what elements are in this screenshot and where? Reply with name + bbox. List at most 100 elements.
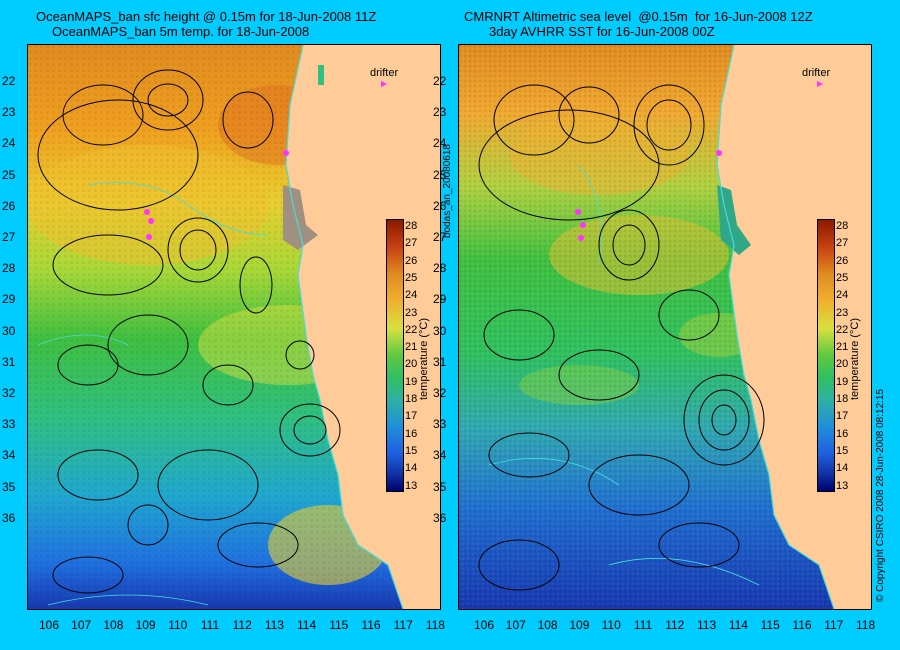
- middle-id-label: bodas_an_20080618: [442, 144, 453, 238]
- right-lon-label: 115: [760, 618, 780, 632]
- left-lon-label: 107: [71, 618, 92, 632]
- right-lat-label: 26: [433, 198, 447, 213]
- right-lat-label: 35: [433, 479, 447, 494]
- left-lat-label: 34: [2, 448, 16, 463]
- left-lat-label: 31: [2, 354, 16, 369]
- right-colorbar-tick: 14: [836, 462, 849, 475]
- right-lon-label: 110: [601, 618, 621, 632]
- left-temperature-map[interactable]: [27, 44, 441, 610]
- left-colorbar-tick: 24: [405, 289, 418, 302]
- left-colorbar-tick: 23: [405, 306, 418, 319]
- right-lat-label: 31: [433, 354, 447, 369]
- right-lon-label: 109: [569, 618, 590, 632]
- right-colorbar-tick: 15: [836, 444, 849, 457]
- right-colorbar: [817, 219, 835, 492]
- right-colorbar-tick: 18: [836, 393, 849, 405]
- left-colorbar-tick: 28: [405, 220, 418, 232]
- right-temperature-map[interactable]: [458, 44, 872, 610]
- right-title-line1: CMRNRT Altimetric sea level @0.15m for 1…: [464, 9, 813, 24]
- copyright-label: © Copyright CSIRO 2008 28-Jun-2008 08:12…: [875, 388, 886, 602]
- right-lat-label: 22: [433, 74, 447, 88]
- right-colorbar-tick: 25: [836, 271, 849, 284]
- left-lon-label: 117: [393, 618, 413, 632]
- right-lon-label: 118: [856, 618, 876, 632]
- left-lon-label: 111: [200, 618, 220, 632]
- left-title-line1: OceanMAPS_ban sfc height @ 0.15m for 18-…: [36, 9, 377, 24]
- left-colorbar-tick: 26: [405, 254, 418, 267]
- left-colorbar-tick: 27: [405, 237, 418, 250]
- right-lat-label: 28: [433, 261, 447, 276]
- left-colorbar-tick: 21: [405, 341, 418, 354]
- right-lon-label: 113: [697, 618, 717, 632]
- right-lon-label: 107: [505, 618, 526, 632]
- right-colorbar-tick: 13: [836, 479, 849, 492]
- right-colorbar-tick: 21: [836, 341, 849, 354]
- right-lat-label: 27: [433, 230, 447, 244]
- right-colorbar-tick: 23: [836, 306, 849, 319]
- right-colorbar-tick: 24: [836, 289, 849, 302]
- left-lon-label: 116: [361, 618, 381, 632]
- right-colorbar-title: temperature (°C): [849, 317, 861, 400]
- left-lat-label: 27: [2, 230, 16, 244]
- left-lat-label: 23: [2, 105, 16, 120]
- left-lat-label: 36: [2, 510, 16, 525]
- left-drifter-label: drifter: [370, 67, 399, 79]
- right-lon-label: 116: [792, 618, 812, 632]
- left-lat-label: 26: [2, 198, 16, 213]
- left-lat-label: 33: [2, 417, 16, 432]
- left-colorbar-tick: 22: [405, 323, 418, 336]
- left-lon-label: 113: [264, 618, 284, 632]
- right-lat-label: 25: [433, 167, 447, 182]
- left-colorbar-tick: 16: [405, 427, 418, 440]
- left-lat-label: 25: [2, 167, 16, 182]
- left-colorbar-title: temperature (°C): [418, 317, 430, 400]
- left-lon-label: 114: [297, 618, 317, 632]
- left-colorbar-tick: 19: [405, 375, 418, 388]
- right-lat-label: 34: [433, 448, 447, 463]
- left-lat-label: 32: [2, 386, 16, 400]
- left-lon-label: 112: [232, 618, 252, 632]
- right-colorbar-tick: 17: [836, 410, 849, 423]
- left-lon-label: 115: [329, 618, 349, 632]
- right-lon-label: 108: [537, 618, 558, 632]
- left-colorbar-tick: 17: [405, 410, 418, 423]
- left-lon-label: 108: [103, 618, 124, 632]
- left-lon-label: 109: [135, 618, 156, 632]
- right-colorbar-tick: 22: [836, 323, 849, 336]
- right-lat-label: 29: [433, 292, 447, 307]
- right-colorbar-tick: 28: [836, 220, 849, 232]
- right-lat-label: 36: [433, 510, 447, 525]
- right-lon-label: 117: [824, 618, 844, 632]
- right-lat-label: 30: [433, 323, 447, 338]
- right-colorbar-tick: 16: [836, 427, 849, 440]
- left-lon-label: 106: [38, 618, 60, 632]
- right-colorbar-tick: 20: [836, 358, 849, 371]
- left-colorbar-tick: 13: [405, 479, 418, 492]
- right-lon-label: 106: [473, 618, 495, 632]
- right-colorbar-tick: 27: [836, 237, 849, 250]
- right-lon-label: 111: [633, 618, 653, 632]
- right-lat-label: 23: [433, 105, 447, 120]
- left-colorbar-tick: 25: [405, 271, 418, 284]
- left-colorbar-tick: 20: [405, 358, 418, 371]
- left-lon-label: 118: [425, 618, 445, 632]
- right-colorbar-tick: 19: [836, 375, 849, 388]
- left-lat-label: 24: [2, 136, 16, 151]
- left-lat-label: 35: [2, 479, 16, 494]
- left-colorbar-tick: 18: [405, 393, 418, 405]
- left-colorbar: [386, 219, 404, 492]
- left-lon-label: 110: [168, 618, 188, 632]
- right-title-line2: 3day AVHRR SST for 16-Jun-2008 00Z: [489, 24, 715, 39]
- right-lon-label: 112: [665, 618, 685, 632]
- left-colorbar-tick: 15: [405, 444, 418, 457]
- right-lat-label: 32: [433, 386, 447, 400]
- right-colorbar-tick: 26: [836, 254, 849, 267]
- right-lon-label: 114: [728, 618, 748, 632]
- left-colorbar-tick: 14: [405, 462, 418, 475]
- right-lat-label: 24: [433, 136, 447, 151]
- left-lat-label: 22: [2, 74, 16, 88]
- right-lat-label: 33: [433, 417, 447, 432]
- left-lat-label: 30: [2, 323, 16, 338]
- left-title-line2: OceanMAPS_ban 5m temp. for 18-Jun-2008: [52, 24, 310, 39]
- left-lat-label: 28: [2, 261, 16, 276]
